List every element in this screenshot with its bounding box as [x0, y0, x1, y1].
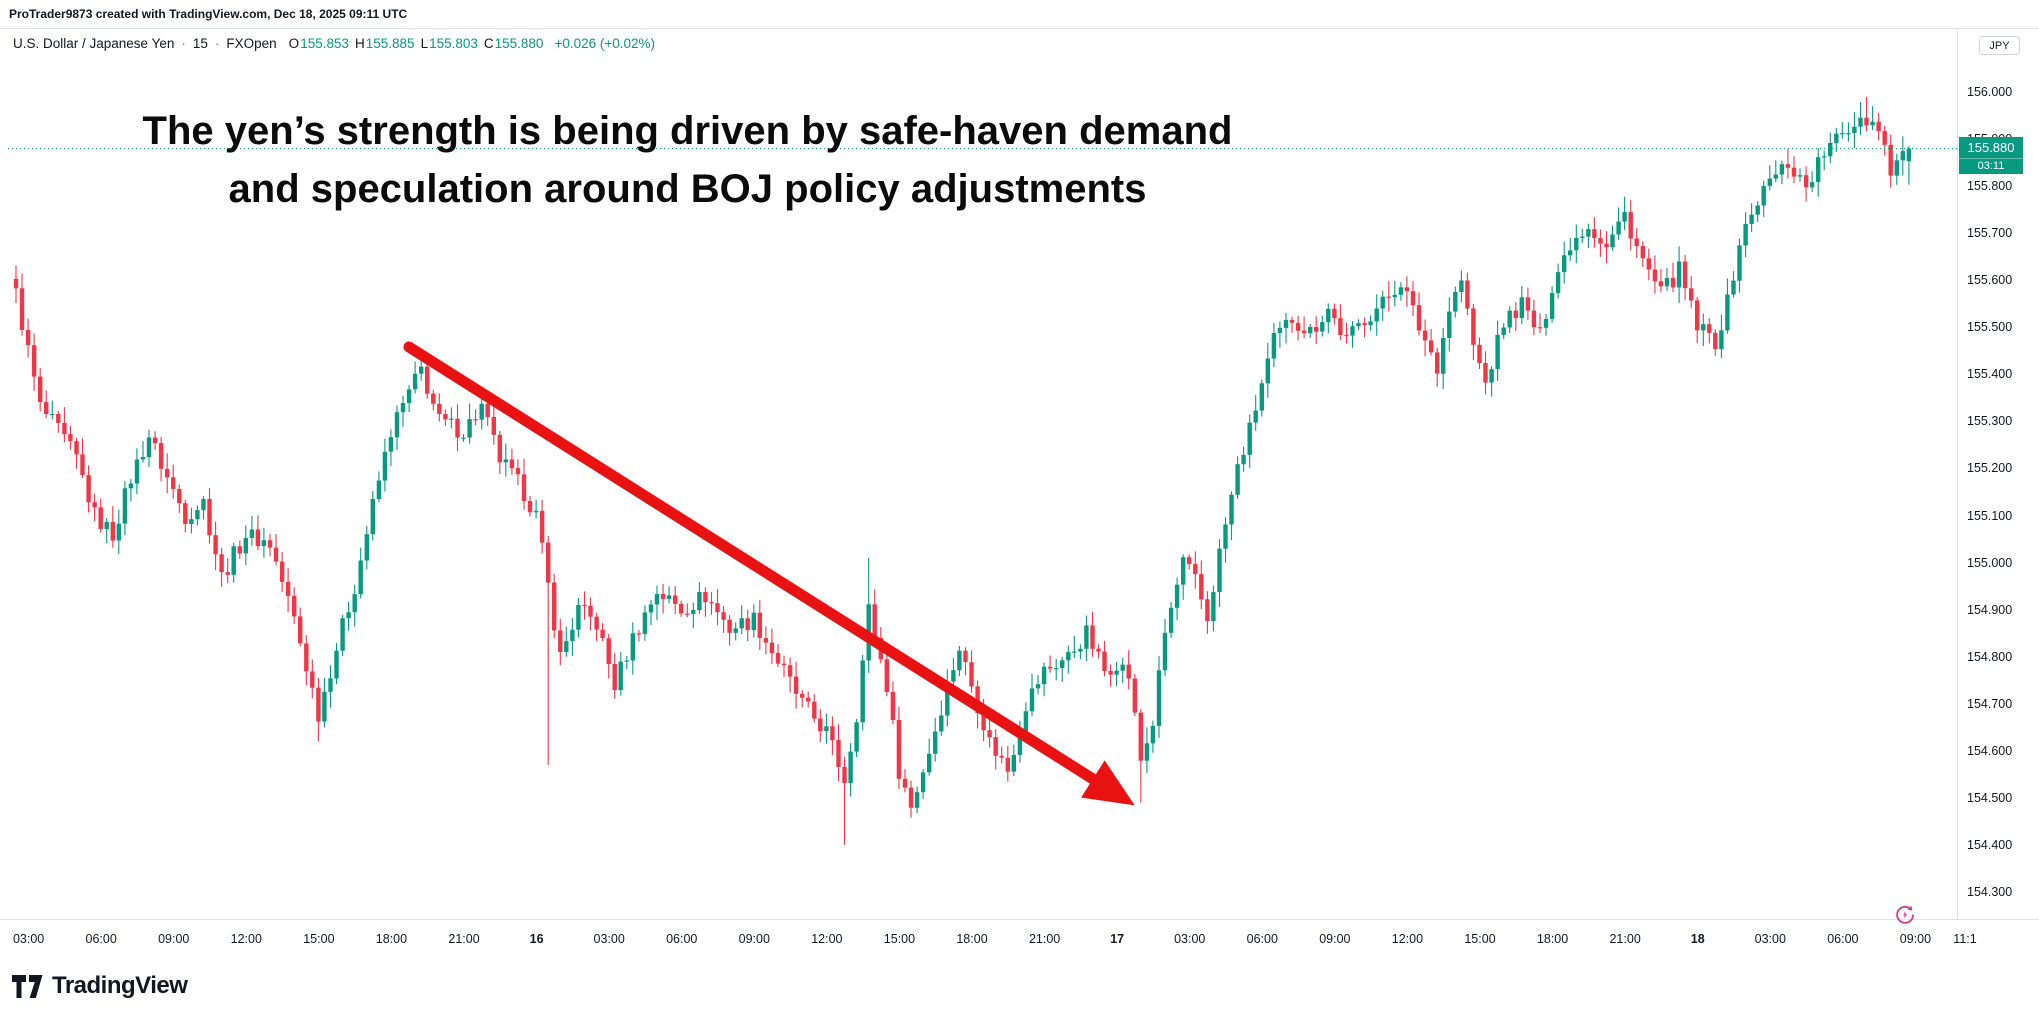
watermark-text: ProTrader9873 created with TradingView.c…	[9, 7, 408, 21]
time-axis-label: 15:00	[303, 932, 335, 946]
tradingview-logo-icon	[12, 974, 43, 998]
time-axis-label: 12:00	[230, 932, 262, 946]
interval-label[interactable]: 15	[192, 36, 208, 51]
separator-dot: ·	[181, 36, 186, 51]
time-axis-label: 03:00	[593, 932, 625, 946]
close-value: 155.880	[494, 36, 544, 51]
exchange-label: FXOpen	[226, 36, 277, 51]
time-axis-label: 09:00	[1899, 932, 1932, 946]
price-tick-label: 154.400	[1967, 837, 2013, 852]
time-axis-label: 21:00	[1609, 932, 1641, 946]
price-tick-label: 155.000	[1967, 555, 2013, 570]
price-tick-label: 155.300	[1967, 414, 2013, 429]
time-axis-label: 09:00	[1319, 932, 1351, 946]
time-axis-label: 16	[529, 932, 544, 946]
price-tick-label: 155.700	[1967, 226, 2013, 241]
open-value: 155.853	[300, 36, 349, 51]
high-value: 155.885	[365, 36, 415, 51]
price-tick-label: 155.400	[1967, 367, 2013, 382]
close-label: C	[483, 36, 494, 51]
time-axis-label: 03:00	[1754, 932, 1786, 946]
watermark-bar: ProTrader9873 created with TradingView.c…	[0, 0, 2039, 29]
time-axis-label: 21:00	[448, 932, 480, 946]
price-tick-label: 154.600	[1967, 743, 2013, 758]
time-axis-label: 03:00	[12, 932, 45, 946]
price-tick-label: 154.700	[1967, 696, 2013, 711]
symbol-header[interactable]: U.S. Dollar / Japanese Yen · 15 · FXOpen…	[13, 36, 655, 51]
time-axis-label: 09:00	[158, 932, 190, 946]
axis-separator-horizontal	[0, 919, 2039, 920]
time-axis-label: 06:00	[666, 932, 698, 946]
currency-toggle-button[interactable]: JPY	[1979, 36, 2020, 55]
tradingview-logo[interactable]: TradingView	[12, 972, 188, 1000]
high-label: H	[355, 36, 365, 51]
chart-text-annotation[interactable]: The yen’s strength is being driven by sa…	[95, 102, 1280, 218]
tradingview-logo-text: TradingView	[52, 972, 188, 999]
last-price-label[interactable]: 155.880 03:11	[1959, 137, 2023, 174]
time-axis-label: 18:00	[1536, 932, 1569, 946]
trend-arrow[interactable]	[403, 341, 1135, 806]
price-tick-label: 156.000	[1967, 85, 2013, 99]
time-axis-label: 18	[1690, 932, 1705, 946]
realtime-refresh-icon[interactable]	[1893, 903, 1917, 927]
time-axis-label: 09:00	[738, 932, 770, 946]
time-axis-label: 12:00	[811, 932, 843, 946]
annotation-line-2: and speculation around BOJ policy adjust…	[228, 167, 1147, 211]
price-tick-label: 155.600	[1967, 273, 2013, 288]
price-tick-label: 154.800	[1967, 649, 2013, 664]
price-axis[interactable]: JPY 156.000155.900155.800155.700155.6001…	[1958, 29, 2039, 919]
open-label: O	[288, 36, 300, 51]
time-axis[interactable]: 03:00 06:00 09:00 12:00 15:00 18:00 21:00 16 03:…	[0, 920, 2039, 960]
time-axis-label: 06:00	[1827, 932, 1859, 946]
price-tick-label: 154.900	[1967, 602, 2013, 617]
annotation-line-1: The yen’s strength is being driven by sa…	[142, 109, 1233, 153]
last-price-value: 155.880	[1959, 137, 2023, 158]
time-axis-label: 18:00	[956, 932, 988, 946]
bar-countdown: 03:11	[1959, 158, 2023, 174]
time-axis-label: 17	[1110, 932, 1125, 946]
price-tick-label: 154.500	[1967, 790, 2013, 805]
time-axis-label: 15:00	[1464, 932, 1496, 946]
price-tick-label: 155.100	[1967, 508, 2013, 523]
low-value: 155.803	[429, 36, 478, 51]
time-axis-label: 06:00	[1246, 932, 1278, 946]
price-tick-label: 154.300	[1967, 884, 2013, 899]
price-tick-label: 155.500	[1967, 320, 2013, 335]
low-label: L	[420, 36, 429, 51]
time-axis-label: 18:00	[375, 932, 408, 946]
price-tick-label: 155.800	[1967, 179, 2013, 194]
time-axis-label: 15:00	[883, 932, 916, 946]
time-axis-label: 11:1	[1953, 932, 1977, 946]
ohlc-readout: O 155.853 H 155.885 L 155.803 C 155.880	[289, 36, 544, 51]
candlestick-series	[13, 96, 1912, 845]
price-tick-label: 155.200	[1967, 461, 2013, 476]
time-axis-label: 06:00	[85, 932, 117, 946]
change-value: +0.026 (+0.02%)	[554, 36, 656, 51]
time-axis-label: 12:00	[1391, 932, 1424, 946]
symbol-title[interactable]: U.S. Dollar / Japanese Yen	[13, 36, 175, 51]
separator-dot: ·	[214, 36, 220, 51]
axis-separator-vertical	[1957, 29, 1958, 919]
time-axis-label: 03:00	[1174, 932, 1206, 946]
time-axis-label: 21:00	[1028, 932, 1061, 946]
